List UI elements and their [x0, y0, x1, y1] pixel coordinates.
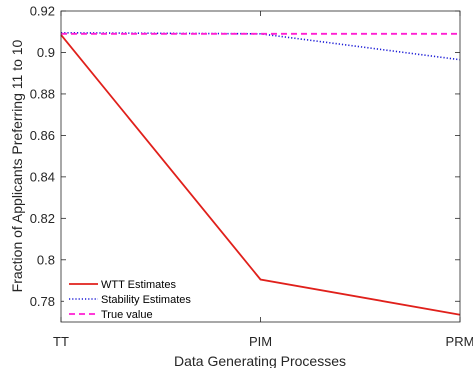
y-tick-label: 0.84 — [30, 169, 55, 184]
legend-label-2: Stability Estimates — [101, 294, 191, 306]
y-axis-title: Fraction of Applicants Preferring 11 to … — [9, 39, 25, 292]
ticks-layer: 0.78 0.8 0.82 0.84 0.86 0.88 0.9 0.92 TT PIM PRM — [30, 4, 473, 350]
x-tick-label: TT — [53, 334, 69, 349]
series-line-1 — [60, 34, 461, 316]
series-layer — [60, 31, 461, 316]
y-tick-label: 0.92 — [30, 4, 55, 19]
plot-area — [61, 11, 460, 322]
legend-label-1: WTT Estimates — [101, 279, 176, 291]
y-tick-label: 0.88 — [30, 86, 55, 101]
plot-frame — [60, 10, 461, 323]
x-axis-title: Data Generating Processes — [174, 353, 346, 368]
legend: WTT Estimates Stability Estimates True val… — [64, 274, 191, 321]
legend-label-3: True value — [101, 309, 153, 321]
legend-items: WTT Estimates Stability Estimates True val… — [69, 279, 191, 321]
x-tick-label: PIM — [249, 334, 272, 349]
y-tick-label: 0.86 — [30, 128, 55, 143]
y-tick-label: 0.82 — [30, 211, 55, 226]
y-tick-label: 0.78 — [30, 294, 55, 309]
series-line-2 — [60, 31, 461, 61]
y-tick-label: 0.9 — [37, 45, 55, 60]
x-tick-label: PRM — [446, 334, 473, 349]
legend-box — [64, 274, 176, 320]
y-tick-label: 0.8 — [37, 252, 55, 267]
